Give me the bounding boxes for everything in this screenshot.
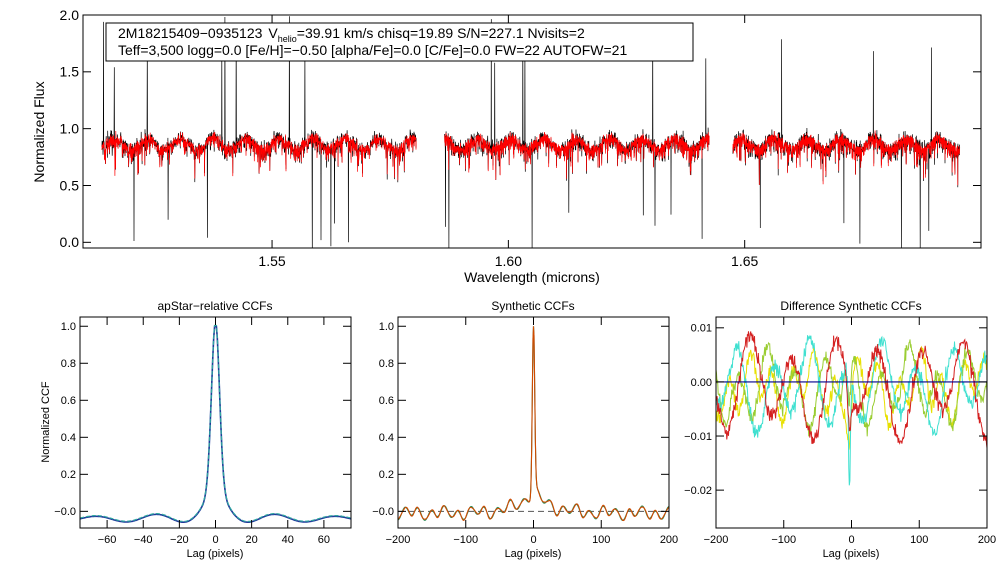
spectrum-model-line — [732, 130, 961, 186]
synthetic-ccf-xtick-label: 200 — [660, 534, 678, 546]
spectrum-xtick-label: 1.65 — [731, 253, 758, 269]
spectrum-info-line1: 2M18215409−0935123 Vhelio=39.91 km/s chis… — [118, 25, 585, 44]
synthetic-ccf-ytick-label: 0.6 — [379, 395, 394, 407]
spectrum-ytick-label: 1.0 — [60, 121, 80, 137]
difference-ccf-ticks: −200 −100 0 100 200 −0.02 −0.01 0.00 0.01 — [684, 317, 996, 546]
apstar-ccf-axes-frame — [79, 316, 352, 529]
apstar-ccf-ytick-label: 0.6 — [61, 395, 76, 407]
spectrum-panel: 1.55 1.60 1.65 0.0 0.5 1.0 1.5 2.0 2M18215409−0… — [31, 7, 982, 285]
spectrum-ytick-label: 1.5 — [60, 64, 80, 80]
vhelio-subscript: helio — [278, 34, 297, 44]
spectrum-model-line — [444, 131, 710, 180]
difference-ccf-xtick-label: 0 — [848, 534, 854, 546]
difference-ccf-ytick-label: 0.01 — [691, 323, 712, 335]
difference-ccf-xtick-label: 200 — [978, 534, 996, 546]
difference-ccf-xtick-label: 100 — [910, 534, 928, 546]
difference-ccf-xlabel: Lag (pixels) — [823, 548, 880, 560]
synthetic-ccf-ytick-label: 0.8 — [379, 358, 394, 370]
spectrum-info-line2: Teff=3,500 logg=0.0 [Fe/H]=−0.50 [alpha/… — [118, 42, 627, 58]
apstar-ccf-ytick-label: 1.0 — [61, 321, 76, 333]
apstar-ccf-xtick-label: −60 — [98, 534, 117, 546]
spectrum-xtick-label: 1.55 — [258, 253, 285, 269]
apstar-ccf-ticks: −60 −40 −20 0 20 40 60 −0.0 0.2 0.4 0.6 0.8 1.0 — [54, 317, 351, 546]
synthetic-ccf-panel: −200 −100 0 100 200 −0.0 0.2 0.4 0.6 0.8 1.0 Synth… — [372, 299, 678, 560]
difference-ccf-ytick-label: −0.01 — [684, 431, 712, 443]
difference-ccf-xtick-label: −200 — [704, 534, 729, 546]
synthetic-ccf-axes-frame — [397, 316, 670, 529]
difference-ccf-ytick-label: −0.02 — [684, 485, 712, 497]
star-id: 2M18215409−0935123 — [118, 25, 263, 41]
synthetic-ccf-title: Synthetic CCFs — [491, 299, 574, 313]
synthetic-ccf-ytick-label: 1.0 — [379, 321, 394, 333]
apstar-ccf-line — [79, 325, 352, 523]
spectrum-info-stats: =39.91 km/s chisq=19.89 S/N=227.1 Nvisit… — [297, 25, 585, 41]
spectrum-ytick-label: 0.0 — [60, 234, 80, 250]
apstar-ccf-xtick-label: −40 — [134, 534, 153, 546]
apstar-ccf-xtick-label: −20 — [170, 534, 189, 546]
apstar-ccf-xtick-label: 20 — [246, 534, 258, 546]
synthetic-ccf-xtick-label: 100 — [592, 534, 610, 546]
apstar-ccf-xtick-label: 0 — [212, 534, 218, 546]
synthetic-ccf-series — [397, 326, 670, 522]
synthetic-ccf-line — [397, 326, 670, 522]
synthetic-ccf-xlabel: Lag (pixels) — [505, 548, 562, 560]
apstar-ccf-panel: −60 −40 −20 0 20 40 60 −0.0 0.2 0.4 0.6 0.8 1.0 apSt… — [40, 299, 352, 560]
spectrum-info-box — [105, 22, 694, 62]
difference-ccf-line — [716, 339, 987, 437]
difference-ccf-xtick-label: −100 — [771, 534, 796, 546]
apstar-ccf-ylabel: Normalized CCF — [40, 381, 52, 463]
apstar-ccf-ytick-label: 0.2 — [61, 469, 76, 481]
apstar-ccf-xlabel: Lag (pixels) — [187, 548, 244, 560]
apstar-ccf-line — [79, 324, 352, 523]
apstar-ccf-series — [79, 324, 352, 523]
spectrum-xlabel: Wavelength (microns) — [464, 269, 600, 285]
apstar-ccf-ytick-label: −0.0 — [54, 506, 76, 518]
spectrum-xtick-label: 1.60 — [495, 253, 522, 269]
apstar-ccf-xtick-label: 60 — [318, 534, 330, 546]
spectrum-series — [101, 16, 961, 248]
difference-ccf-ytick-label: 0.00 — [691, 377, 712, 389]
spectrum-ytick-label: 0.5 — [60, 177, 80, 193]
difference-ccf-title: Difference Synthetic CCFs — [780, 299, 921, 313]
difference-ccf-series — [716, 331, 987, 486]
apstar-ccf-ytick-label: 0.8 — [61, 358, 76, 370]
synthetic-ccf-xtick-label: −200 — [386, 534, 411, 546]
spectrum-model-line — [101, 130, 417, 181]
difference-ccf-line — [716, 331, 987, 449]
apstar-ccf-xtick-label: 40 — [282, 534, 294, 546]
synthetic-ccf-ytick-label: −0.0 — [372, 506, 394, 518]
apstar-ccf-title: apStar−relative CCFs — [157, 299, 272, 313]
synthetic-ccf-line — [397, 326, 670, 521]
difference-ccf-panel: −200 −100 0 100 200 −0.02 −0.01 0.00 0.01 Differ… — [684, 299, 996, 560]
synthetic-ccf-ytick-label: 0.4 — [379, 432, 394, 444]
apstar-ccf-ytick-label: 0.4 — [61, 432, 76, 444]
spectrum-ytick-label: 2.0 — [60, 7, 80, 23]
spectrum-axes-frame — [82, 14, 982, 249]
vhelio-symbol: V — [268, 25, 278, 41]
synthetic-ccf-xtick-label: 0 — [530, 534, 536, 546]
spectrum-ylabel: Normalized Flux — [31, 81, 47, 182]
synthetic-ccf-ticks: −200 −100 0 100 200 −0.0 0.2 0.4 0.6 0.8 1.0 — [372, 317, 678, 546]
synthetic-ccf-ytick-label: 0.2 — [379, 469, 394, 481]
spectrum-ticks: 1.55 1.60 1.65 0.0 0.5 1.0 1.5 2.0 — [60, 7, 981, 269]
synthetic-ccf-xtick-label: −100 — [453, 534, 478, 546]
